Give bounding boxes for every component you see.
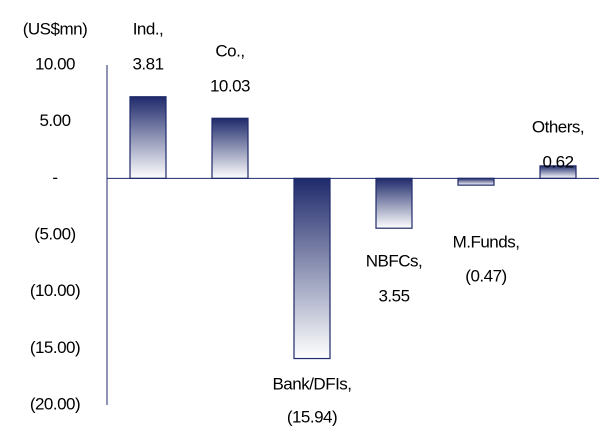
- y-tick-label: -: [52, 168, 57, 187]
- bar: [129, 96, 167, 179]
- category-label: 3.55: [378, 286, 409, 305]
- bar: [375, 177, 413, 229]
- category-label: Ind.,: [133, 19, 164, 38]
- category-label: Co.,: [215, 41, 244, 60]
- category-label: M.Funds,: [453, 232, 520, 251]
- bar: [211, 117, 249, 179]
- bar: [293, 177, 331, 360]
- category-label: 3.81: [132, 54, 163, 73]
- y-tick-label: 5.00: [39, 111, 70, 130]
- y-tick-label: (5.00): [34, 224, 75, 243]
- category-label: 10.03: [210, 76, 250, 95]
- y-tick-label: (15.00): [30, 338, 80, 357]
- bar: [457, 177, 495, 186]
- unit-label: (US$mn): [23, 19, 88, 38]
- category-label: Bank/DFIs,: [272, 374, 351, 393]
- category-label: (0.47): [465, 266, 506, 285]
- category-label: Others,: [532, 117, 584, 136]
- y-tick-label: (10.00): [30, 281, 80, 300]
- category-label: NBFCs,: [366, 251, 423, 270]
- y-tick-label: 10.00: [35, 54, 75, 73]
- y-tick-label: (20.00): [30, 394, 80, 413]
- category-label: (15.94): [287, 407, 337, 426]
- category-label: 0.62: [542, 152, 573, 171]
